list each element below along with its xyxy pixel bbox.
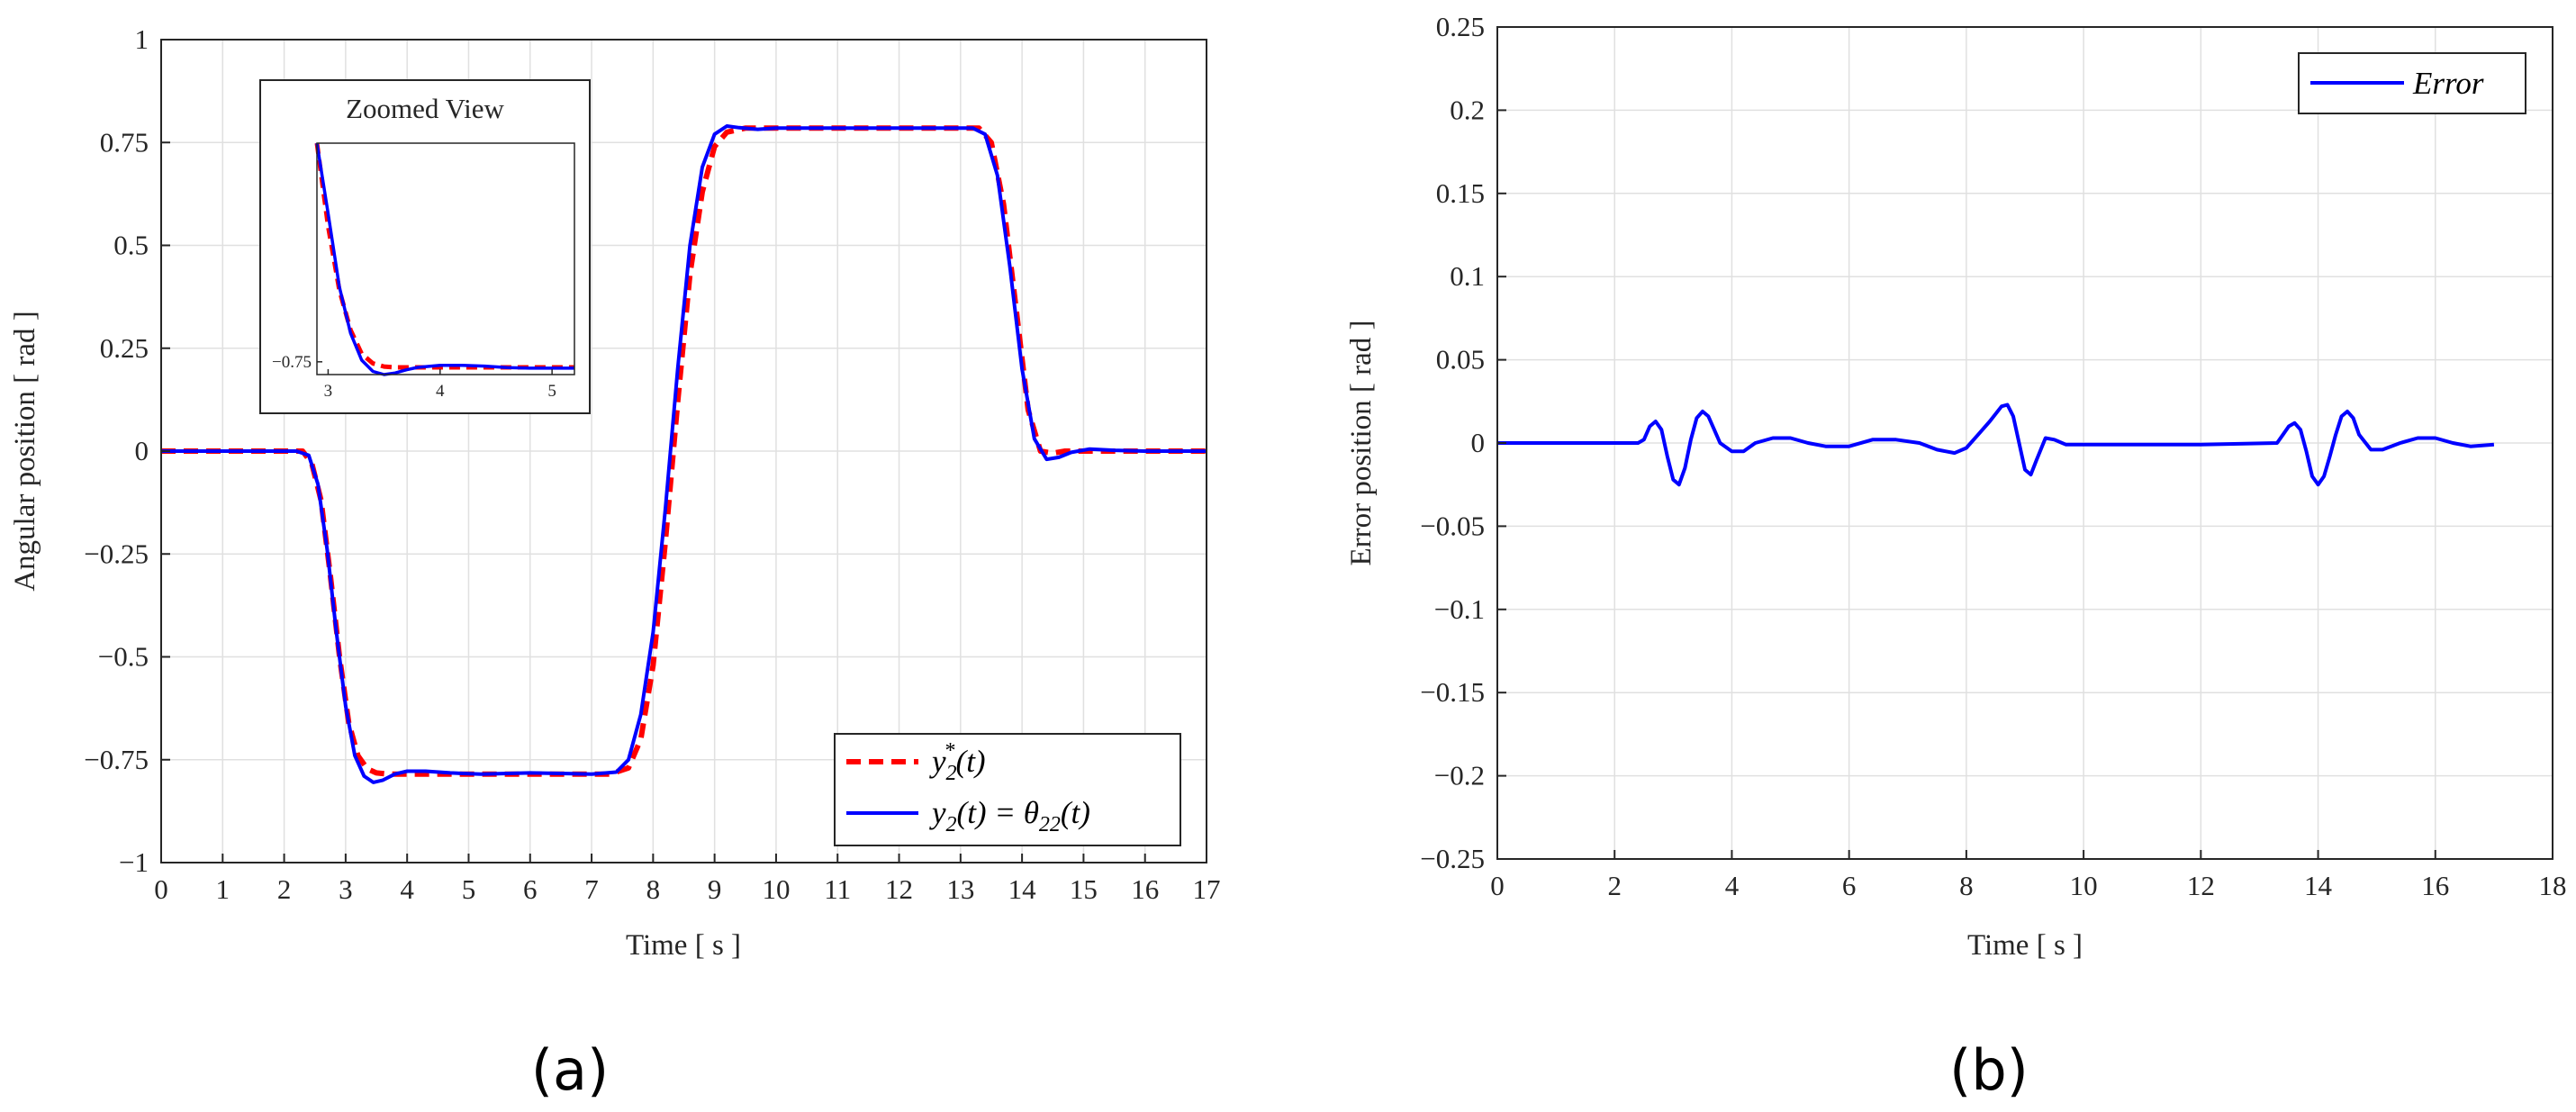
inset-series [314, 142, 574, 376]
panel-a-series [161, 124, 1207, 784]
inset-x-tick-label: 4 [436, 382, 445, 401]
panel-b-label: (b) [1949, 1037, 2029, 1103]
panel-b: 0 2 4 6 8 10 12 14 16 18 −0.25 −0.2 −0.15 −0.1 −0.05 0 0… [1345, 11, 2567, 1103]
x-tick-label: 6 [1842, 870, 1857, 901]
x-tick-label: 3 [339, 873, 353, 905]
y-tick-label: −0.25 [1420, 843, 1485, 874]
y-tick-label: −0.5 [98, 641, 149, 673]
legend-entry-reference: y2*(t) [929, 739, 986, 785]
x-tick-label: 1 [216, 873, 230, 905]
x-tick-label: 13 [946, 873, 974, 905]
inset-series-line-1 [315, 142, 574, 376]
y-tick-label: 0.15 [1436, 177, 1485, 209]
y-tick-label: 0.2 [1450, 94, 1485, 125]
y-tick-label: −0.2 [1434, 760, 1485, 791]
y-tick-label: 0.25 [100, 332, 149, 364]
series-line-1 [161, 124, 1207, 784]
x-tick-label: 5 [462, 873, 476, 905]
x-tick-label: 8 [646, 873, 661, 905]
inset-title: Zoomed View [346, 93, 504, 124]
inset-ticks: 3 4 5 −0.75 [272, 353, 556, 401]
panel-a-label: (a) [531, 1037, 609, 1103]
panel-b-xlabel: Time [ s ] [1967, 929, 2083, 962]
zoomed-view-inset: Zoomed View 3 4 5 −0.75 [259, 79, 591, 414]
panel-b-legend: Error [2298, 52, 2526, 114]
x-tick-label: 14 [1008, 873, 1037, 905]
y-tick-label: 0 [135, 435, 149, 466]
legend-entry-output: y2(t) = θ22(t) [929, 795, 1090, 836]
x-tick-label: 10 [2070, 870, 2098, 901]
y-tick-label: −0.25 [84, 538, 149, 569]
x-tick-label: 11 [824, 873, 851, 905]
panel-a-ylabel: Angular position [ rad ] [9, 311, 41, 592]
inset-plot-area [317, 143, 574, 375]
panel-b-ylabel: Error position [ rad ] [1345, 320, 1378, 565]
legend-box [834, 733, 1181, 846]
y-tick-label: −0.05 [1420, 510, 1485, 541]
inset-x-tick-label: 3 [324, 382, 333, 401]
x-tick-label: 12 [2187, 870, 2215, 901]
y-tick-label: 1 [135, 23, 149, 55]
x-tick-label: 2 [277, 873, 292, 905]
x-tick-label: 4 [1725, 870, 1740, 901]
x-tick-label: 2 [1607, 870, 1622, 901]
x-tick-label: 6 [523, 873, 538, 905]
y-tick-label: 0.5 [113, 230, 149, 261]
inset-x-tick-label: 5 [547, 382, 556, 401]
x-tick-label: 18 [2539, 870, 2567, 901]
panel-a: 0 1 2 3 4 5 6 7 8 9 10 11 12 13 14 15 16 17−1−0.75−0.5−0.… [9, 23, 1221, 1103]
y-tick-label: 0.1 [1450, 260, 1485, 292]
x-tick-label: 14 [2304, 870, 2333, 901]
y-tick-label: 0.75 [100, 126, 149, 158]
x-tick-label: 10 [762, 873, 790, 905]
panel-a-ticks: 0 1 2 3 4 5 6 7 8 9 10 11 12 13 14 15 16 17−1−0.75−0.5−0.… [84, 23, 1220, 905]
x-tick-label: 0 [1490, 870, 1505, 901]
panel-a-xlabel: Time [ s ] [626, 929, 741, 962]
y-tick-label: 0.05 [1436, 344, 1485, 375]
y-tick-label: −0.1 [1434, 593, 1485, 625]
y-tick-label: −0.75 [84, 744, 149, 775]
x-tick-label: 12 [885, 873, 913, 905]
panel-b-ticks: 0 2 4 6 8 10 12 14 16 18 −0.25 −0.2 −0.15 −0.1 −0.05 0 0… [1420, 11, 2566, 901]
x-tick-label: 8 [1959, 870, 1974, 901]
y-tick-label: −0.15 [1420, 676, 1485, 708]
y-tick-label: 0 [1471, 427, 1486, 458]
y-tick-label: 0.25 [1436, 11, 1485, 42]
x-tick-label: 16 [1131, 873, 1159, 905]
panel-b-series [1497, 402, 2495, 487]
x-tick-label: 7 [584, 873, 599, 905]
series-line-0 [1497, 402, 2495, 487]
x-tick-label: 4 [400, 873, 414, 905]
x-tick-label: 17 [1193, 873, 1221, 905]
inset-axes-box [316, 142, 575, 375]
x-tick-label: 0 [154, 873, 168, 905]
x-tick-label: 16 [2421, 870, 2449, 901]
inset-y-tick-label: −0.75 [272, 353, 312, 372]
x-tick-label: 15 [1070, 873, 1098, 905]
y-tick-label: −1 [119, 846, 149, 878]
x-tick-label: 9 [708, 873, 722, 905]
legend-entry-error: Error [2412, 66, 2484, 101]
panel-a-legend: y2*(t) y2(t) = θ22(t) [834, 733, 1181, 846]
